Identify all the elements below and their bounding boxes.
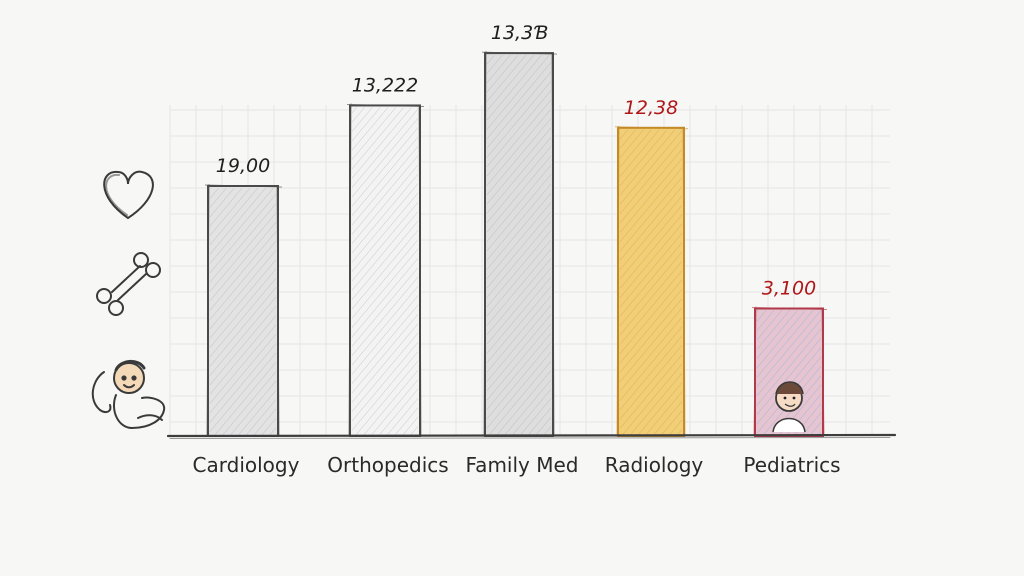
bar-sketch-stroke — [751, 306, 828, 437]
category-label: Pediatrics — [743, 453, 840, 477]
bar-family-med — [481, 51, 558, 437]
bar-hatching — [487, 55, 551, 436]
value-label: 13,222 — [352, 74, 418, 96]
bar-sketch-stroke — [204, 183, 283, 437]
bar-sketch-stroke — [481, 51, 558, 437]
value-label: 13,3Ɓ — [491, 22, 548, 44]
value-labels-group: 19,00 13,222 13,3Ɓ 12,38 3,100 — [216, 22, 816, 299]
category-label: Family Med — [466, 453, 579, 477]
heart-icon — [103, 170, 154, 220]
bars-group — [204, 51, 828, 438]
baby-with-stethoscope-icon — [91, 360, 166, 430]
bar-hatching — [210, 188, 276, 436]
bar-sketch-stroke — [614, 125, 689, 437]
category-label: Radiology — [605, 453, 704, 477]
value-label: 19,00 — [216, 155, 270, 177]
value-label: 12,38 — [624, 97, 678, 119]
category-labels-group: Cardiology Orthopedics Family Med Radiology… — [193, 453, 841, 477]
bar-radiology — [614, 125, 689, 438]
category-label: Cardiology — [193, 453, 300, 477]
bar-cardiology — [204, 183, 283, 437]
bone-icon — [96, 252, 161, 316]
x-axis-baseline — [166, 433, 897, 439]
bar-pediatrics — [751, 306, 828, 437]
category-label: Orthopedics — [327, 453, 448, 477]
bar-hatching — [620, 129, 682, 437]
bar-sketch-stroke — [346, 103, 425, 437]
bar-hatching — [352, 107, 418, 436]
bar-orthopedics — [346, 103, 425, 437]
bar-hatching — [757, 310, 821, 436]
value-label: 3,100 — [762, 278, 816, 300]
child-face-icon — [772, 381, 806, 433]
